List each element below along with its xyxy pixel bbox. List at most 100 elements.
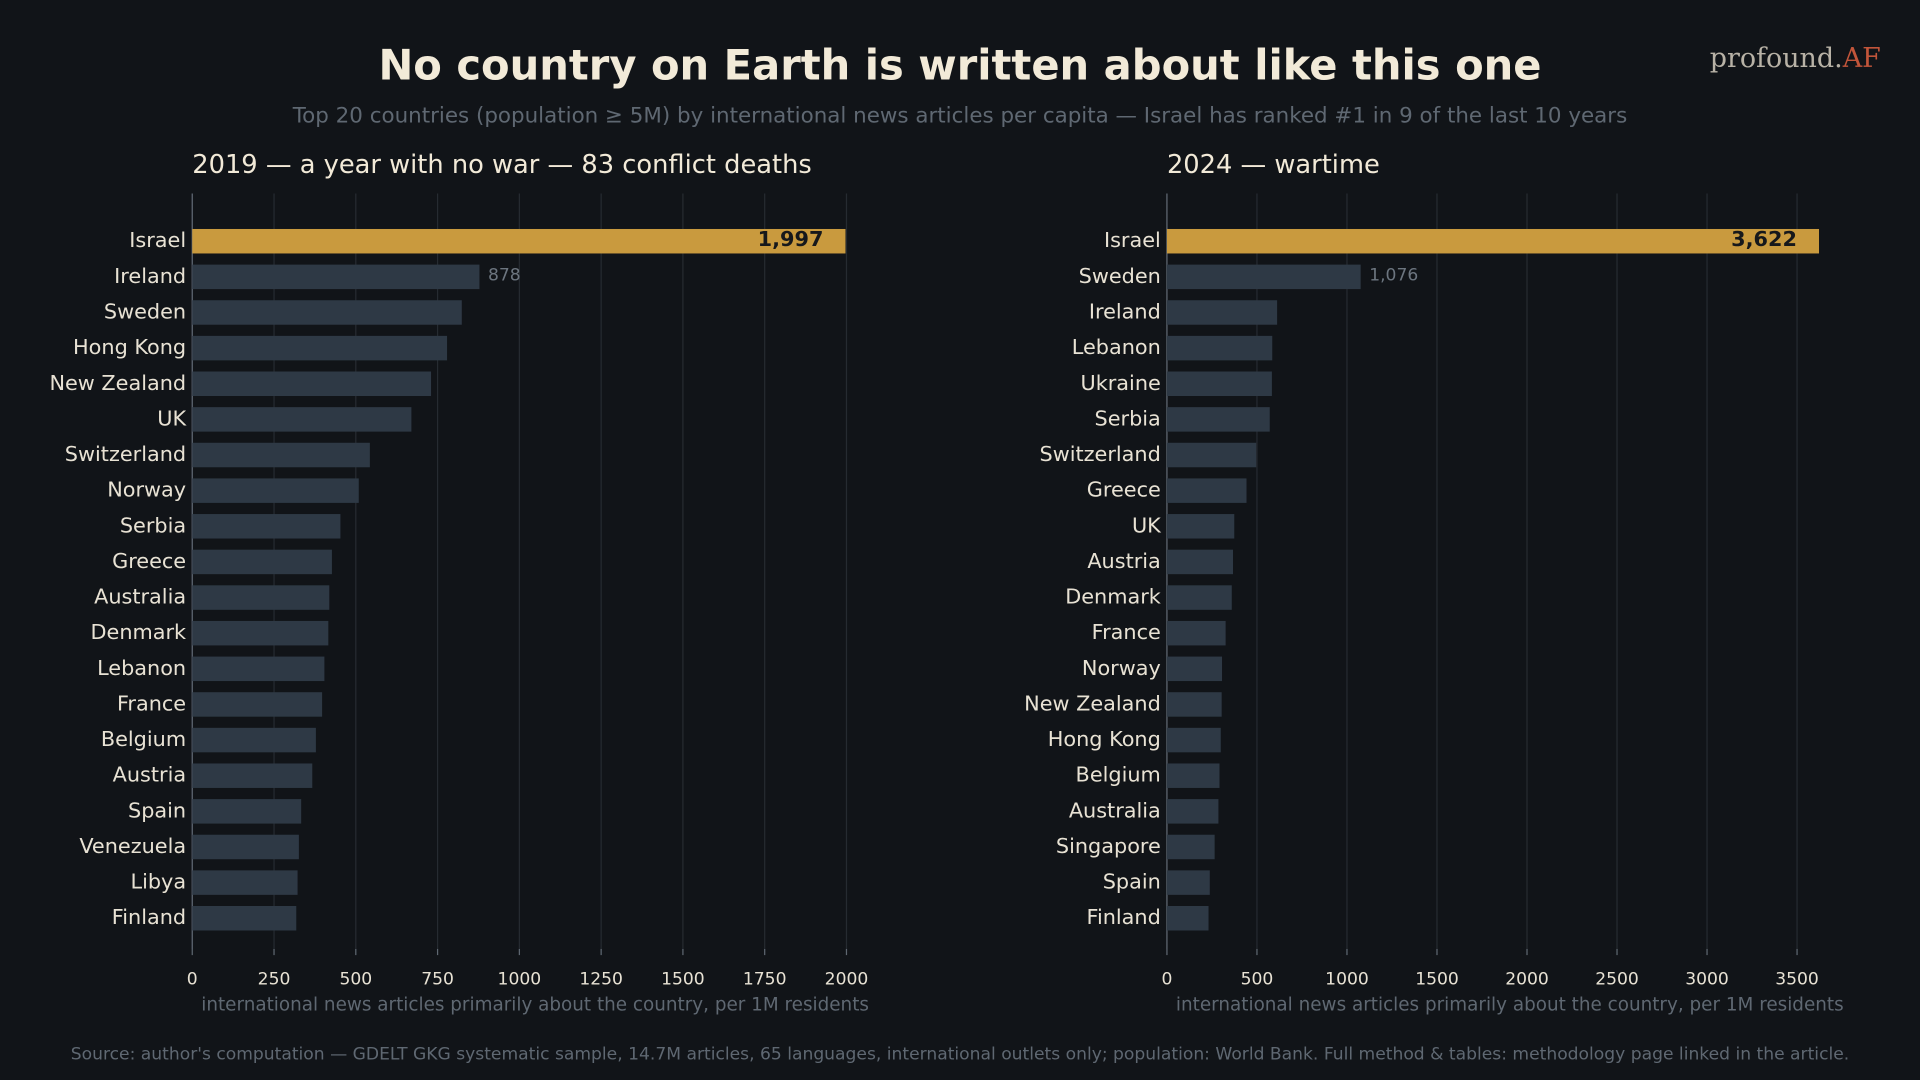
bar [1166, 799, 1219, 824]
y-tick-label: Hong Kong [73, 335, 186, 359]
value-label: 3,622 [1731, 227, 1797, 251]
bar [192, 585, 330, 610]
x-tick-label: 0 [1161, 970, 1172, 990]
y-tick-label: Greece [1087, 478, 1161, 502]
bar [1166, 407, 1270, 432]
bar [1166, 620, 1226, 646]
y-tick-label: UK [1132, 513, 1162, 537]
bar [1166, 763, 1220, 788]
y-tick-label: Sweden [104, 299, 186, 323]
x-axis-label: international news articles primarily ab… [1176, 994, 1844, 1015]
y-tick-label: Switzerland [1040, 442, 1161, 466]
x-tick-label: 250 [258, 970, 291, 990]
y-tick-label: Lebanon [97, 656, 186, 680]
y-tick-label: Greece [112, 549, 186, 573]
brand-name: profound. [1710, 43, 1843, 74]
x-tick-label: 1500 [1415, 970, 1459, 990]
y-tick-label: Serbia [1095, 406, 1161, 430]
bar [192, 514, 341, 539]
bar [1166, 834, 1215, 860]
y-tick-label: Austria [113, 763, 186, 787]
panel-title: 2024 — wartime [1167, 150, 1380, 180]
y-tick-label: Norway [1082, 656, 1161, 680]
y-tick-label: Israel [129, 228, 186, 252]
bar [192, 656, 325, 682]
bar [192, 264, 480, 290]
x-tick-label: 3500 [1775, 970, 1819, 990]
brand: profound.AF [1710, 43, 1881, 74]
bar [1166, 906, 1209, 931]
panel-title: 2019 — a year with no war — 83 conflict … [192, 150, 812, 180]
bar [192, 763, 313, 788]
chart-title: No country on Earth is written about lik… [378, 41, 1541, 90]
y-tick-label: Spain [128, 798, 186, 822]
x-tick-label: 0 [187, 970, 198, 990]
bar [1166, 514, 1235, 539]
x-tick-label: 500 [1241, 970, 1274, 990]
x-tick-label: 1000 [498, 970, 542, 990]
bar [192, 799, 302, 824]
y-tick-label: Finland [1087, 905, 1161, 929]
y-tick-label: Serbia [120, 513, 186, 537]
value-label: 1,997 [758, 227, 824, 251]
y-tick-label: Norway [107, 478, 186, 502]
y-tick-label: Denmark [91, 620, 187, 644]
bar [1166, 264, 1361, 290]
chart-subtitle: Top 20 countries (population ≥ 5M) by in… [292, 103, 1627, 128]
y-tick-label: Israel [1104, 228, 1161, 252]
bar [1166, 727, 1221, 753]
y-tick-label: Ireland [114, 264, 186, 288]
y-tick-label: Sweden [1079, 264, 1161, 288]
y-tick-label: Australia [94, 585, 186, 609]
y-tick-label: New Zealand [1024, 691, 1161, 715]
x-axis-label: international news articles primarily ab… [201, 994, 869, 1015]
bar [1166, 228, 1820, 254]
bar [192, 620, 329, 646]
y-tick-label: Spain [1103, 870, 1161, 894]
bar [1166, 371, 1272, 396]
x-tick-label: 1500 [661, 970, 705, 990]
bar [1166, 478, 1247, 503]
x-tick-label: 1750 [743, 970, 787, 990]
y-tick-label: Libya [130, 870, 186, 894]
x-tick-label: 2500 [1595, 970, 1639, 990]
y-tick-label: Denmark [1065, 585, 1161, 609]
y-tick-label: Switzerland [65, 442, 186, 466]
y-tick-label: Hong Kong [1048, 727, 1161, 751]
y-tick-label: Singapore [1056, 834, 1161, 858]
bar [192, 727, 316, 753]
bar [192, 335, 448, 361]
bar [1166, 549, 1234, 575]
y-tick-label: Austria [1087, 549, 1160, 573]
value-label: 878 [488, 266, 521, 286]
y-tick-label: Ireland [1089, 299, 1161, 323]
brand-accent: AF [1842, 43, 1881, 74]
y-tick-label: France [1092, 620, 1161, 644]
y-tick-label: New Zealand [49, 371, 186, 395]
bar [1166, 300, 1278, 325]
y-tick-label: Ukraine [1080, 371, 1160, 395]
bar [192, 371, 432, 396]
y-tick-label: Venezuela [79, 834, 186, 858]
bar [192, 549, 332, 575]
bar [1166, 656, 1223, 682]
x-tick-label: 2000 [825, 970, 869, 990]
bar [1166, 442, 1257, 468]
bar [192, 692, 323, 717]
bar [192, 407, 412, 432]
x-tick-label: 3000 [1685, 970, 1729, 990]
x-tick-label: 1000 [1325, 970, 1369, 990]
x-tick-label: 500 [339, 970, 372, 990]
y-tick-label: Australia [1069, 798, 1161, 822]
x-tick-label: 1250 [579, 970, 623, 990]
y-tick-label: Belgium [101, 727, 186, 751]
bar [192, 228, 846, 254]
y-tick-label: France [117, 691, 186, 715]
bar [192, 906, 297, 931]
bar [1166, 585, 1232, 610]
bar [192, 478, 359, 503]
value-label: 1,076 [1369, 266, 1418, 286]
y-tick-label: Lebanon [1072, 335, 1161, 359]
bar [192, 442, 370, 468]
